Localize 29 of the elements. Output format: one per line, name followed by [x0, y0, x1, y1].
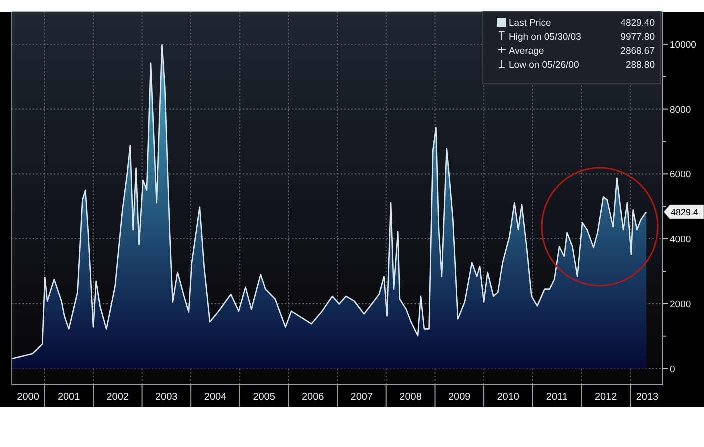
legend-label: Last Price	[509, 18, 552, 29]
y-tick-label: 0	[670, 364, 676, 376]
x-tick-label: 2002	[106, 392, 130, 403]
annotation: Average	[509, 46, 544, 57]
y-tick-label: 4000	[670, 234, 692, 246]
x-tick-label: 2013	[636, 392, 660, 403]
y-tick-label: 2000	[670, 299, 692, 310]
x-tick-label: 2007	[350, 392, 374, 403]
x-tick-label: 2012	[594, 392, 618, 403]
annotation: 2868.67	[620, 46, 655, 57]
annotation: Low on 05/26/00	[509, 60, 580, 71]
x-tick-label: 2004	[204, 392, 228, 403]
x-tick-label: 2000	[17, 392, 40, 403]
annotation: 9977.80	[620, 32, 655, 43]
annotation: 4829.4	[671, 208, 699, 218]
y-tick-label: 10000	[670, 40, 696, 51]
x-tick-label: 2001	[58, 392, 81, 403]
x-tick-label: 2005	[253, 392, 276, 403]
y-tick-label: 8000	[670, 104, 692, 116]
x-tick-label: 2008	[400, 392, 422, 403]
x-tick-label: 2006	[302, 392, 325, 403]
x-tick-label: 2011	[546, 392, 568, 403]
y-tick-label: 6000	[670, 170, 692, 181]
x-tick-label: 2010	[497, 392, 520, 403]
x-tick-label: 2003	[156, 392, 178, 403]
annotation: 4829.40	[620, 18, 655, 29]
annotation: High on 05/30/03	[509, 32, 582, 43]
annotation: 288.80	[626, 60, 655, 71]
x-tick-label: 2009	[448, 392, 472, 403]
